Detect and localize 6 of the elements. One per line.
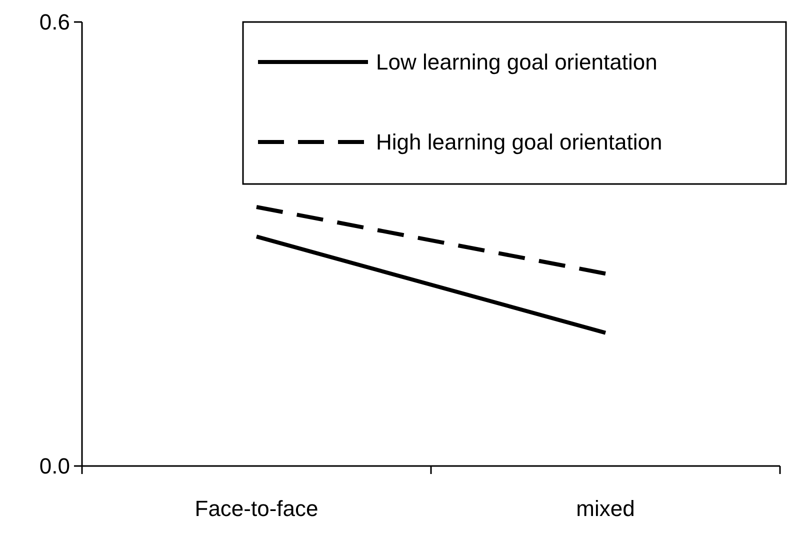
legend-label: Low learning goal orientation xyxy=(376,50,658,75)
y-tick-label: 0.0 xyxy=(39,454,70,479)
y-tick-label: 0.6 xyxy=(39,10,70,35)
x-tick-label: mixed xyxy=(576,496,635,521)
legend-label: High learning goal orientation xyxy=(376,130,662,155)
x-tick-label: Face-to-face xyxy=(194,496,318,521)
